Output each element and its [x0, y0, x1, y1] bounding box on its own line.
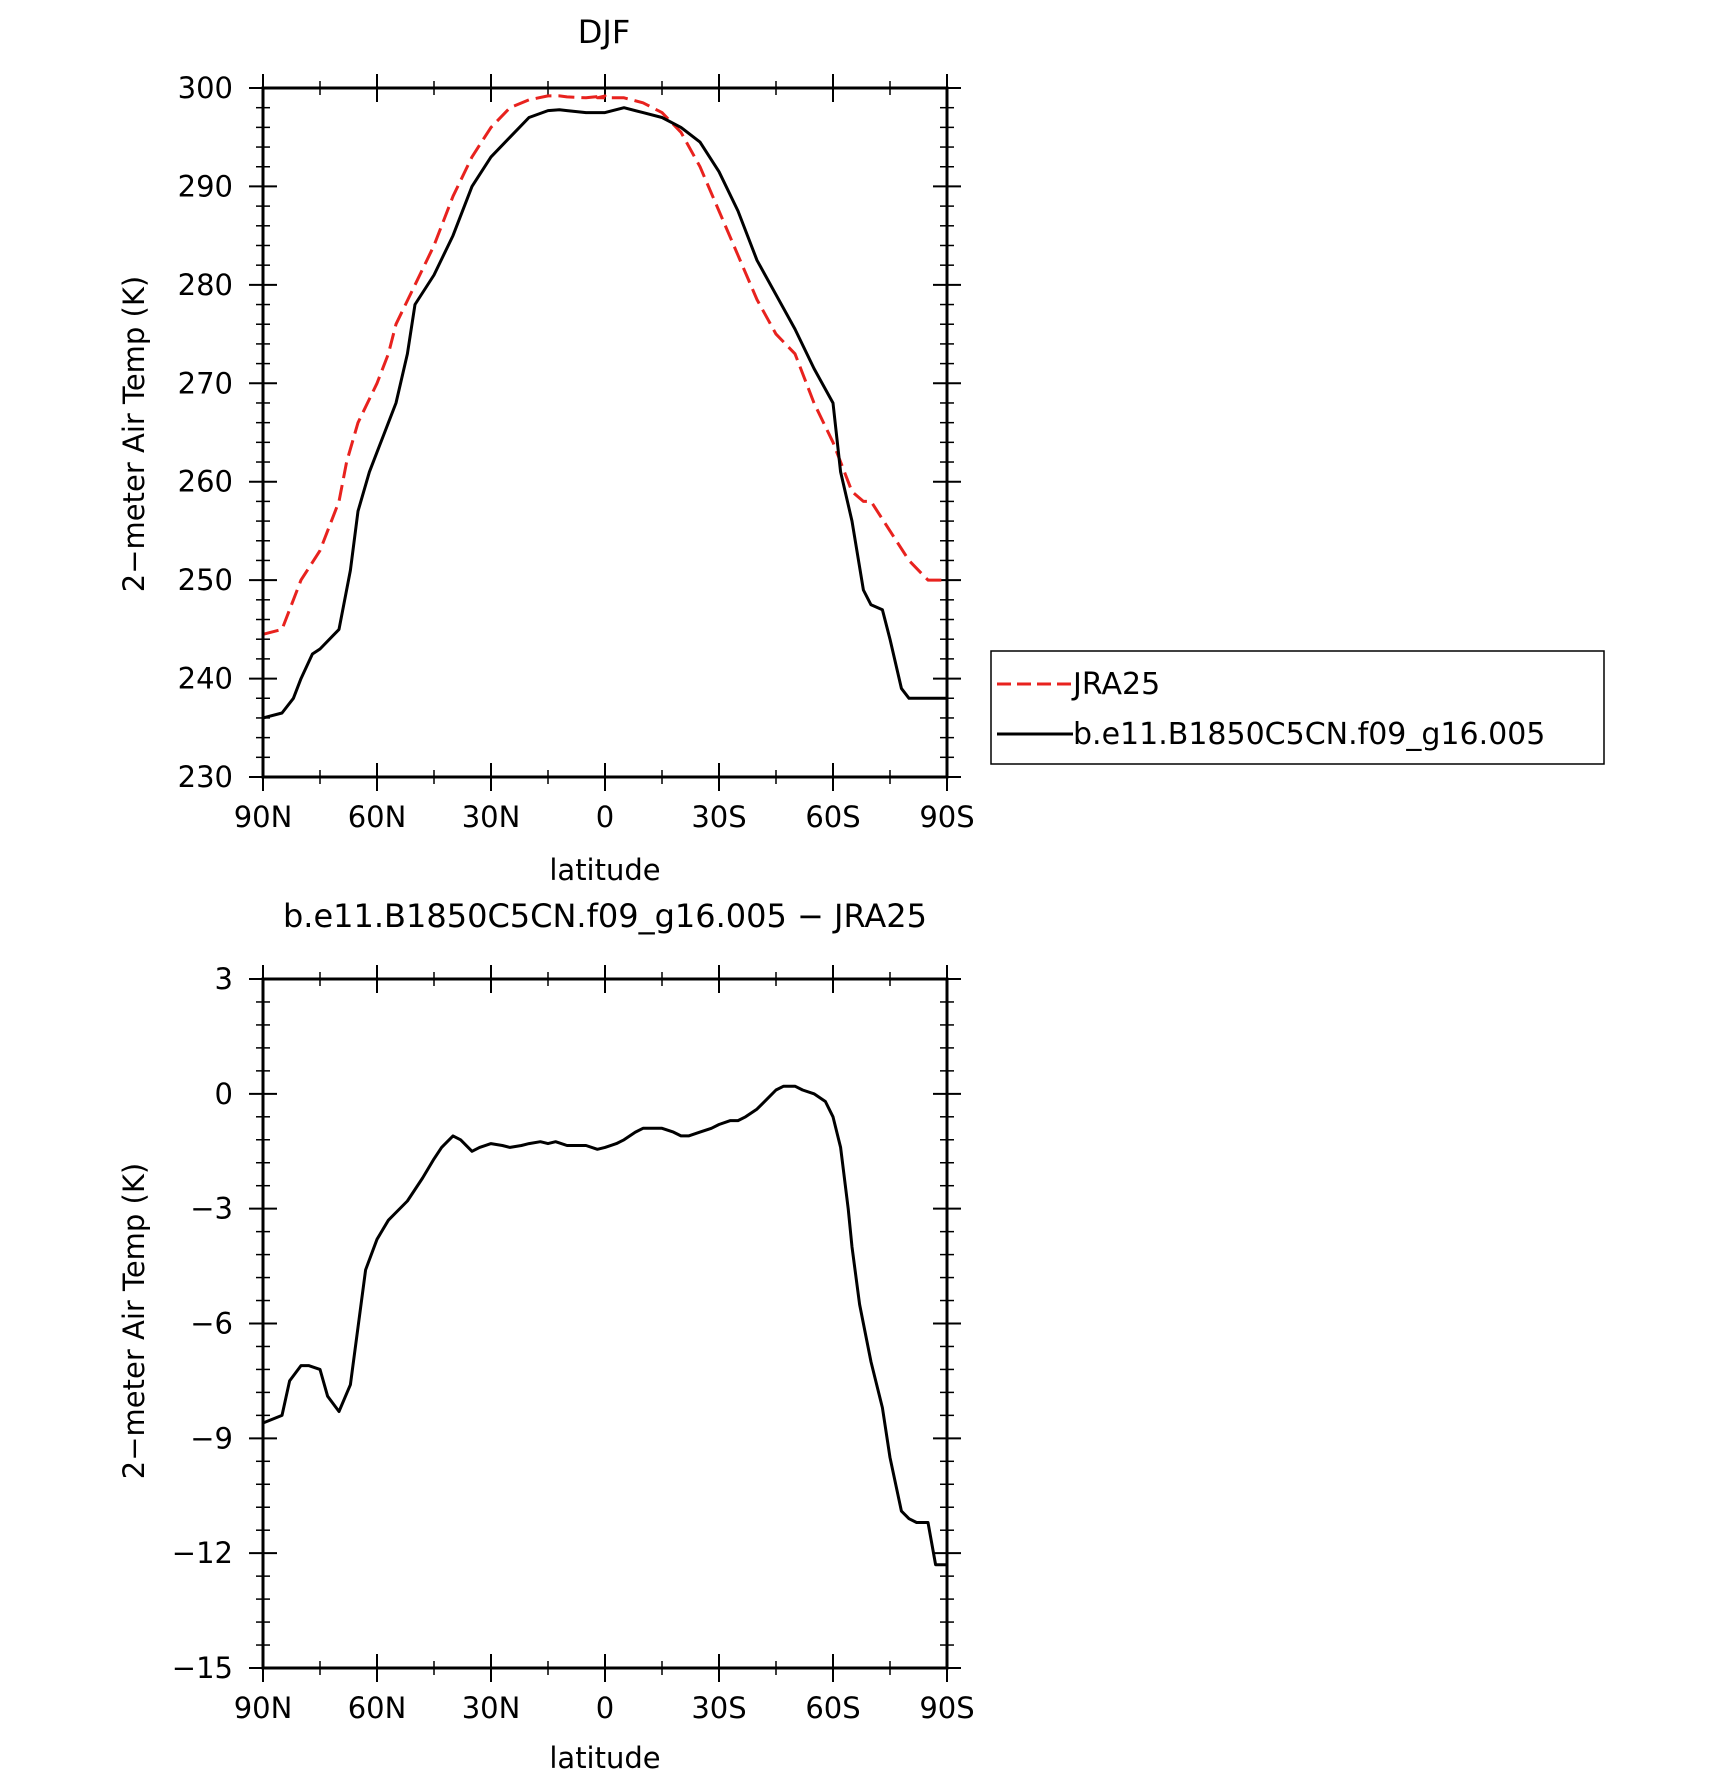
- top-plot-title: DJF: [578, 13, 630, 51]
- top-plot-ytick-label: 240: [178, 662, 233, 696]
- top-plot: DJF 2−meter Air Temp (K) latitude 90N 60N…: [117, 13, 975, 887]
- top-plot-ylabel: 2−meter Air Temp (K): [117, 276, 151, 592]
- top-plot-xtick-label: 0: [596, 800, 614, 834]
- bottom-plot-xtick-label: 0: [596, 1691, 614, 1725]
- top-plot-ticks: 90N 60N 30N 0 30S 60S 90S 300 290 280 270 260 250 240…: [178, 71, 975, 834]
- bottom-plot-ytick-label: 3: [215, 962, 233, 996]
- bottom-plot-xtick-label: 60S: [805, 1691, 860, 1725]
- top-plot-ytick-label: 280: [178, 268, 233, 302]
- bottom-plot-ytick-label: 0: [215, 1077, 233, 1111]
- top-plot-xlabel: latitude: [549, 853, 660, 887]
- bottom-plot: b.e11.B1850C5CN.f09_g16.005 − JRA25 2−me…: [117, 897, 975, 1773]
- bottom-plot-series: [262, 1084, 947, 1567]
- top-plot-xtick-label: 90N: [234, 800, 293, 834]
- top-plot-series-line-1: [262, 106, 947, 720]
- bottom-plot-series-line-0: [262, 1084, 947, 1567]
- bottom-plot-ytick-label: −9: [190, 1421, 233, 1455]
- top-plot-series-line-0: [262, 94, 947, 636]
- bottom-plot-xtick-label: 60N: [348, 1691, 407, 1725]
- bottom-plot-frame: [261, 977, 949, 1670]
- bottom-plot-ytick-label: −6: [190, 1307, 233, 1341]
- top-plot-xtick-label: 90S: [919, 800, 974, 834]
- legend-label-model: b.e11.B1850C5CN.f09_g16.005: [1073, 717, 1545, 752]
- top-plot-ytick-label: 300: [178, 71, 233, 105]
- legend-box: [990, 650, 1605, 765]
- bottom-plot-xtick-label: 90N: [234, 1691, 293, 1725]
- top-plot-xtick-label: 60N: [348, 800, 407, 834]
- top-plot-xtick-label: 60S: [805, 800, 860, 834]
- bottom-plot-xtick-label: 30N: [462, 1691, 521, 1725]
- top-plot-ytick-label: 260: [178, 465, 233, 499]
- top-plot-frame: [261, 86, 949, 779]
- top-plot-ytick-label: 250: [178, 563, 233, 597]
- bottom-plot-ticks: 90N 60N 30N 0 30S 60S 90S 3 0 −3 −6 −9 −12 −15: [172, 962, 975, 1725]
- top-plot-xtick-label: 30S: [691, 800, 746, 834]
- bottom-plot-xlabel: latitude: [549, 1741, 660, 1773]
- bottom-plot-xtick-label: 30S: [691, 1691, 746, 1725]
- top-plot-xtick-label: 30N: [462, 800, 521, 834]
- legend-label-jra25: JRA25: [1071, 667, 1160, 702]
- top-plot-ytick-label: 290: [178, 169, 233, 203]
- bottom-plot-ytick-label: −12: [172, 1536, 233, 1570]
- top-plot-series: [262, 94, 947, 720]
- top-plot-ytick-label: 230: [178, 760, 233, 794]
- legend: JRA25 b.e11.B1850C5CN.f09_g16.005: [990, 650, 1605, 765]
- bottom-plot-xtick-label: 90S: [919, 1691, 974, 1725]
- bottom-plot-ylabel: 2−meter Air Temp (K): [117, 1163, 151, 1479]
- bottom-plot-ytick-label: −3: [190, 1192, 233, 1226]
- bottom-plot-ytick-label: −15: [172, 1651, 233, 1685]
- top-plot-ytick-label: 270: [178, 366, 233, 400]
- bottom-plot-title: b.e11.B1850C5CN.f09_g16.005 − JRA25: [283, 897, 927, 935]
